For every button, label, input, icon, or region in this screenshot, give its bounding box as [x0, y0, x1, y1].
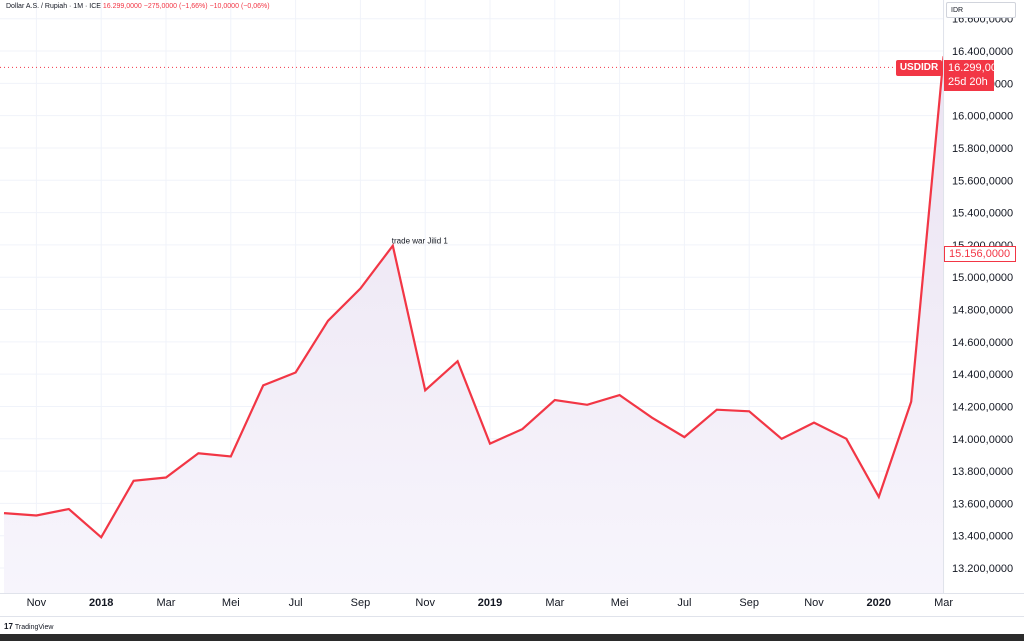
data-point[interactable] [66, 506, 72, 512]
x-tick-label: 2020 [867, 597, 891, 609]
data-point[interactable] [98, 534, 104, 540]
current-price-marker: 15.156,0000 [944, 246, 1016, 262]
data-point[interactable] [617, 392, 623, 398]
data-point[interactable] [584, 402, 590, 408]
data-point[interactable] [811, 420, 817, 426]
change-abs-value: −275,0000 [143, 3, 178, 10]
y-tick-label: 16.400,0000 [952, 46, 1013, 58]
y-tick-label: 13.200,0000 [952, 563, 1013, 575]
symbol-title[interactable]: Dollar A.S. / Rupiah · 1M · ICE [6, 3, 101, 10]
chart-header: Dollar A.S. / Rupiah · 1M · ICE 16.299,0… [6, 3, 270, 10]
y-tick-label: 14.600,0000 [952, 337, 1013, 349]
price-area-fill [4, 62, 943, 593]
data-point[interactable] [293, 370, 299, 376]
data-point[interactable] [552, 397, 558, 403]
y-tick-label: 14.000,0000 [952, 434, 1013, 446]
y-tick-label: 14.400,0000 [952, 369, 1013, 381]
data-point[interactable] [649, 415, 655, 421]
data-point[interactable] [33, 512, 39, 518]
y-tick-label: 15.400,0000 [952, 208, 1013, 220]
data-point[interactable] [357, 285, 363, 291]
change-pct-value: (−1,66%) [179, 3, 208, 10]
data-point[interactable] [1, 510, 7, 516]
x-tick-label: Nov [415, 597, 435, 609]
x-tick-label: Mar [934, 597, 953, 609]
y-tick-label: 14.800,0000 [952, 305, 1013, 317]
x-tick-label: 2019 [478, 597, 502, 609]
x-tick-label: Jul [677, 597, 691, 609]
data-point[interactable] [131, 478, 137, 484]
last-price-symbol: USDIDR [896, 60, 942, 76]
data-point[interactable] [260, 382, 266, 388]
y-tick-label: 13.800,0000 [952, 466, 1013, 478]
y-tick-label: 13.400,0000 [952, 531, 1013, 543]
data-point[interactable] [163, 475, 169, 481]
x-tick-label: 2018 [89, 597, 113, 609]
x-tick-label: Mar [545, 597, 564, 609]
x-tick-label: Mar [157, 597, 176, 609]
bottom-bar [0, 634, 1024, 641]
currency-selector[interactable]: IDR [946, 2, 1016, 18]
data-point[interactable] [195, 450, 201, 456]
data-point[interactable] [908, 399, 914, 405]
data-point[interactable] [681, 434, 687, 440]
x-tick-label: Mei [611, 597, 629, 609]
data-point[interactable] [325, 318, 331, 324]
data-point[interactable] [422, 387, 428, 393]
change2-pct-value: (−0,06%) [240, 3, 270, 10]
y-tick-label: 15.000,0000 [952, 272, 1013, 284]
data-point[interactable] [519, 426, 525, 432]
tradingview-logo-icon: 17 [4, 622, 13, 631]
x-tick-label: Sep [351, 597, 371, 609]
data-point[interactable] [746, 408, 752, 414]
y-tick-label: 15.600,0000 [952, 175, 1013, 187]
tradingview-watermark[interactable]: 17 TradingView [4, 622, 53, 631]
data-point[interactable] [487, 441, 493, 447]
x-axis[interactable]: Nov 2018 Mar Mei Jul Sep Nov 2019 Mar Mei Jul Sep No… [0, 593, 1024, 617]
y-tick-label: 16.000,0000 [952, 111, 1013, 123]
last-price-marker: USDIDR 16.299,0000 25d 20h [896, 60, 1010, 91]
data-point[interactable] [714, 407, 720, 413]
data-point[interactable] [843, 436, 849, 442]
chart-annotation: trade war Jilid 1 [392, 237, 449, 246]
price-line [3, 56, 943, 540]
x-tick-label: Mei [222, 597, 240, 609]
tradingview-label: TradingView [14, 624, 54, 631]
data-point[interactable] [876, 494, 882, 500]
y-tick-label: 15.800,0000 [952, 143, 1013, 155]
y-tick-label: 13.600,0000 [952, 498, 1013, 510]
data-point[interactable] [228, 454, 234, 460]
last-price-value: 16.299,0000 [102, 3, 142, 10]
price-line-layer [1, 56, 943, 540]
annotation-layer: trade war Jilid 1 [392, 237, 449, 246]
change2-abs-value: −10,0000 [209, 3, 239, 10]
y-tick-label: 14.200,0000 [952, 401, 1013, 413]
x-tick-label: Nov [804, 597, 824, 609]
x-tick-label: Nov [27, 597, 47, 609]
data-point[interactable] [455, 358, 461, 364]
x-tick-label: Jul [289, 597, 303, 609]
last-price-text: 16.299,0000 [948, 62, 1010, 74]
last-price-label: 16.299,0000 25d 20h [944, 60, 1010, 91]
price-area-layer [4, 62, 943, 593]
data-point[interactable] [779, 436, 785, 442]
x-tick-label: Sep [739, 597, 759, 609]
countdown-text: 25d 20h [948, 76, 988, 88]
